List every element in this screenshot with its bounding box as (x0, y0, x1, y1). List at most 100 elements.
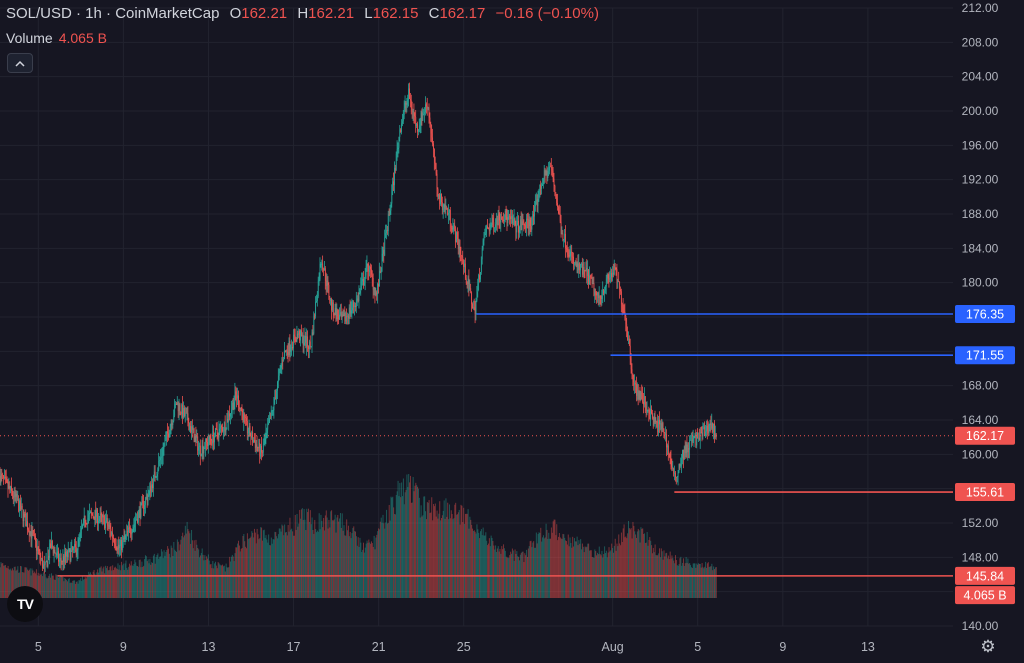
candle-body (279, 367, 281, 370)
candle-body (597, 292, 598, 296)
time-axis[interactable]: 5 9 13 17 21 25 Aug 5 9 13 (35, 640, 875, 654)
candle-body (251, 431, 253, 438)
volume-bar (594, 549, 596, 598)
candle-body (474, 307, 476, 314)
gear-icon[interactable]: ⚙ (980, 637, 996, 656)
candle-body (103, 515, 105, 517)
candle-body (640, 392, 642, 401)
candle-body (461, 255, 463, 258)
candle-body (146, 496, 148, 502)
volume-bar (424, 496, 426, 598)
volume-bar (488, 538, 490, 598)
volume-bar (477, 529, 479, 598)
volume-bar (138, 560, 140, 598)
candle-body (325, 281, 327, 286)
volume-bar (326, 517, 328, 598)
volume-bar (537, 534, 539, 598)
candle-body (44, 561, 46, 565)
volume-bar (101, 571, 103, 598)
candle-body (704, 426, 706, 436)
candle-body (463, 260, 465, 268)
volume-bar (696, 563, 698, 598)
candle-body (356, 298, 358, 300)
close-label: C (428, 5, 440, 22)
candle-body (280, 365, 282, 368)
volume-bar (431, 497, 433, 598)
candle-body (465, 278, 467, 283)
candle-body (430, 124, 432, 134)
volume-bar (416, 485, 418, 598)
candle-body (51, 540, 53, 547)
candle-body (97, 509, 98, 524)
collapse-legend-button[interactable] (7, 53, 33, 73)
volume-bar (566, 544, 568, 598)
volume-bar (305, 530, 307, 598)
candle-body (631, 369, 633, 374)
volume-bar (602, 557, 604, 598)
tradingview-logo[interactable]: TV (7, 586, 43, 622)
volume-bar (4, 565, 6, 598)
price-axis[interactable]: 212.00208.00204.00200.00196.00192.00188.… (955, 1, 1015, 633)
volume-bar (213, 568, 215, 598)
candle-body (294, 335, 296, 341)
candle-body (256, 444, 258, 448)
price-tick-label: 160.00 (962, 447, 999, 461)
candle-body (130, 533, 132, 535)
horizontal-lines[interactable] (0, 313, 953, 577)
candle-body (258, 442, 260, 448)
candle-body (188, 423, 190, 431)
candle-body (683, 450, 684, 460)
candle-body (545, 170, 547, 176)
candle-body (713, 423, 714, 433)
volume-bar (573, 546, 575, 598)
candle-body (114, 543, 116, 547)
volume-bar (588, 543, 590, 598)
candle-body (388, 214, 390, 216)
time-tick-label: 13 (202, 640, 216, 654)
volume-label: Volume (6, 30, 53, 46)
volume-bar (248, 538, 250, 598)
volume-bar (589, 550, 591, 598)
volume-bar (422, 515, 424, 598)
candle-body (492, 217, 494, 223)
candle-body (106, 517, 108, 526)
volume-bar (438, 513, 440, 598)
volume-bar (388, 504, 390, 598)
candle-body (621, 304, 623, 308)
candle-body (494, 227, 496, 229)
candle-body (584, 269, 586, 271)
candle-body (86, 523, 88, 524)
candle-body (479, 275, 481, 280)
candle-body (424, 112, 426, 114)
candle-body (530, 226, 532, 230)
volume-bar (58, 577, 60, 598)
volume-bar (601, 550, 603, 598)
chart-grid (0, 7, 953, 627)
volume-bar (697, 564, 699, 598)
candle-body (340, 312, 341, 315)
volume-bar (575, 541, 577, 598)
candle-body (98, 518, 100, 522)
volume-bar (54, 579, 56, 598)
volume-bar (110, 565, 112, 598)
price-tick-label: 196.00 (962, 138, 999, 152)
candle-body (684, 446, 686, 454)
volume-bar (288, 531, 290, 598)
candle-body (329, 296, 331, 301)
volume-bar (142, 566, 144, 598)
candle-body (98, 521, 99, 524)
candle-body (589, 275, 590, 285)
volume-bar (342, 530, 344, 598)
candle-body (287, 352, 289, 356)
candle-body (207, 442, 208, 446)
volume-bar (164, 555, 166, 598)
volume-bar (635, 534, 637, 598)
candle-body (208, 435, 210, 443)
candle-body (540, 184, 542, 189)
volume-bar (104, 573, 106, 598)
close-value: 162.17 (439, 5, 486, 22)
candle-body (505, 210, 507, 218)
candle-body (247, 432, 249, 434)
candle-body (519, 219, 521, 228)
